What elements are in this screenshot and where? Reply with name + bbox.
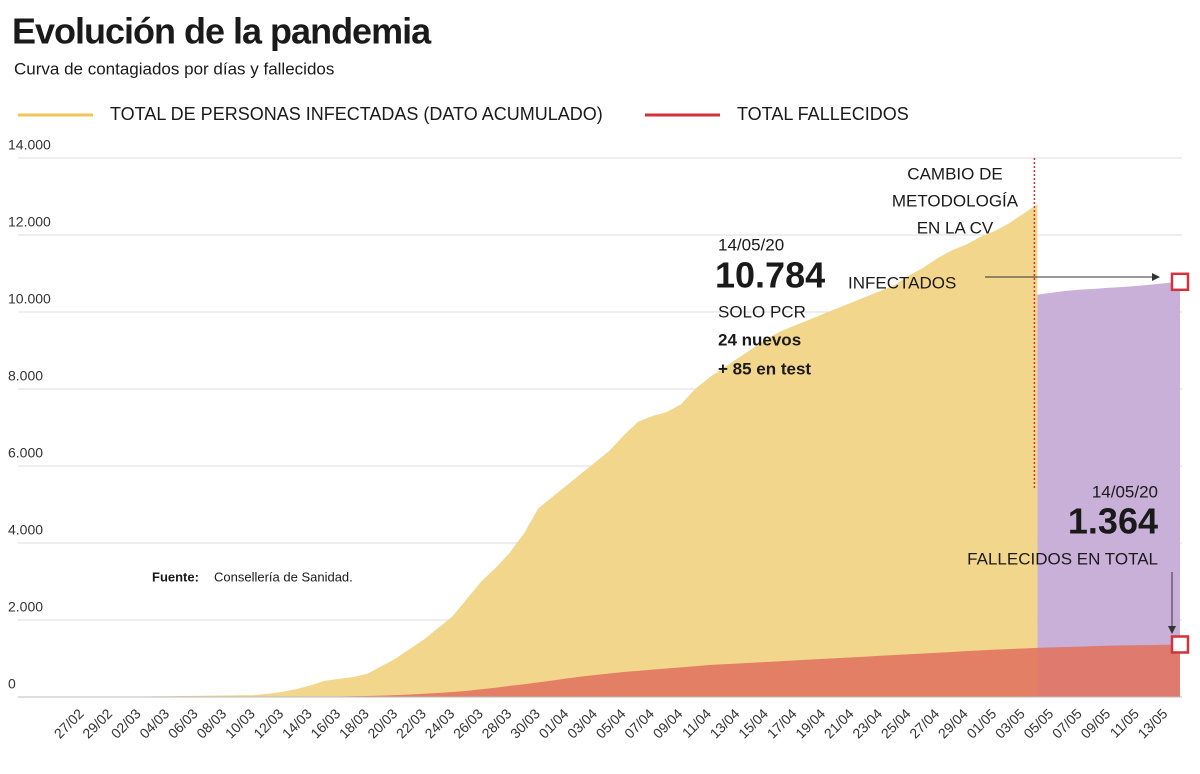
x-tick-label: 06/03 — [165, 705, 201, 741]
infected-value-label: 10.784 — [715, 255, 825, 296]
x-tick-label: 26/03 — [450, 705, 486, 741]
x-tick-label: 25/04 — [878, 705, 914, 741]
area — [82, 644, 1180, 697]
deaths-value-label: 1.364 — [1068, 501, 1158, 542]
end-marker — [1170, 272, 1190, 292]
x-tick-label: 03/04 — [564, 705, 600, 741]
x-tick-label: 23/04 — [849, 705, 885, 741]
x-tick-label: 20/03 — [364, 705, 400, 741]
y-tick-label: 6.000 — [8, 445, 43, 461]
x-tick-label: 27/02 — [51, 705, 87, 741]
x-tick-label: 14/03 — [279, 705, 315, 741]
x-tick-label: 04/03 — [136, 705, 172, 741]
x-tick-label: 22/03 — [393, 705, 429, 741]
x-tick-label: 13/05 — [1134, 705, 1170, 741]
source: Consellería de Sanidad. — [214, 569, 353, 584]
method-note: METODOLOGÍA — [892, 191, 1019, 210]
x-tick-label: 29/04 — [935, 705, 971, 741]
x-tick-label: 17/04 — [764, 705, 800, 741]
deaths-unit: FALLECIDOS EN TOTAL — [967, 549, 1158, 568]
x-tick-label: 19/04 — [792, 705, 828, 741]
x-tick-label: 29/02 — [79, 705, 115, 741]
chart-subtitle: Curva de contagiados por días y fallecid… — [14, 59, 334, 78]
legend-label: TOTAL DE PERSONAS INFECTADAS (DATO ACUMU… — [110, 104, 603, 124]
method-note: CAMBIO DE — [907, 164, 1002, 183]
area — [82, 204, 1038, 697]
x-tick-label: 02/03 — [108, 705, 144, 741]
legend-label: TOTAL FALLECIDOS — [737, 104, 909, 124]
x-tick-label: 18/03 — [336, 705, 372, 741]
infected-method: SOLO PCR — [718, 302, 806, 321]
plot-area — [18, 157, 1182, 698]
y-tick-label: 8.000 — [8, 368, 43, 384]
y-tick-label: 4.000 — [8, 522, 43, 538]
y-tick-label: 14.000 — [8, 137, 51, 153]
x-tick-label: 01/05 — [963, 705, 999, 741]
area — [1037, 281, 1180, 697]
x-tick-label: 10/03 — [222, 705, 258, 741]
annotations: CAMBIO DE METODOLOGÍA EN LA CV 14/05/20 … — [152, 164, 1176, 634]
y-tick-label: 2.000 — [8, 599, 43, 615]
infected-new: 24 nuevos — [718, 330, 801, 349]
x-tick-label: 28/03 — [478, 705, 514, 741]
y-tick-label: 0 — [8, 676, 16, 692]
chart-title: Evolución de la pandemia — [12, 11, 432, 52]
x-tick-label: 15/04 — [735, 705, 771, 741]
x-tick-label: 07/04 — [621, 705, 657, 741]
x-tick-label: 08/03 — [193, 705, 229, 741]
deaths-date: 14/05/20 — [1092, 482, 1158, 501]
x-tick-label: 09/05 — [1077, 705, 1113, 741]
x-tick-label: 12/03 — [250, 705, 286, 741]
x-tick-label: 11/05 — [1107, 705, 1143, 741]
end-marker — [1170, 635, 1190, 654]
arrow-head — [1152, 273, 1160, 281]
infected-date: 14/05/20 — [718, 235, 784, 254]
arrow-head — [1168, 626, 1176, 634]
x-tick-label: 05/04 — [593, 705, 629, 741]
y-tick-label: 10.000 — [8, 291, 51, 307]
x-tick-label: 07/05 — [1049, 705, 1085, 741]
x-tick-label: 30/03 — [507, 705, 543, 741]
x-tick-label: 27/04 — [906, 705, 942, 741]
x-tick-label: 16/03 — [307, 705, 343, 741]
x-tick-label: 05/05 — [1020, 705, 1056, 741]
infected-unit: INFECTADOS — [848, 273, 956, 292]
x-tick-label: 09/04 — [650, 705, 686, 741]
x-tick-label: 03/05 — [992, 705, 1028, 741]
y-tick-label: 12.000 — [8, 214, 51, 230]
x-tick-label: 11/04 — [679, 705, 715, 741]
infected-tests: + 85 en test — [718, 359, 811, 378]
method-note: EN LA CV — [917, 218, 994, 237]
x-tick-label: 21/04 — [821, 705, 857, 741]
x-tick-label: 24/03 — [421, 705, 457, 741]
x-tick-label: 01/04 — [535, 705, 571, 741]
source-label: Fuente: — [152, 569, 199, 584]
x-tick-label: 13/04 — [707, 705, 743, 741]
